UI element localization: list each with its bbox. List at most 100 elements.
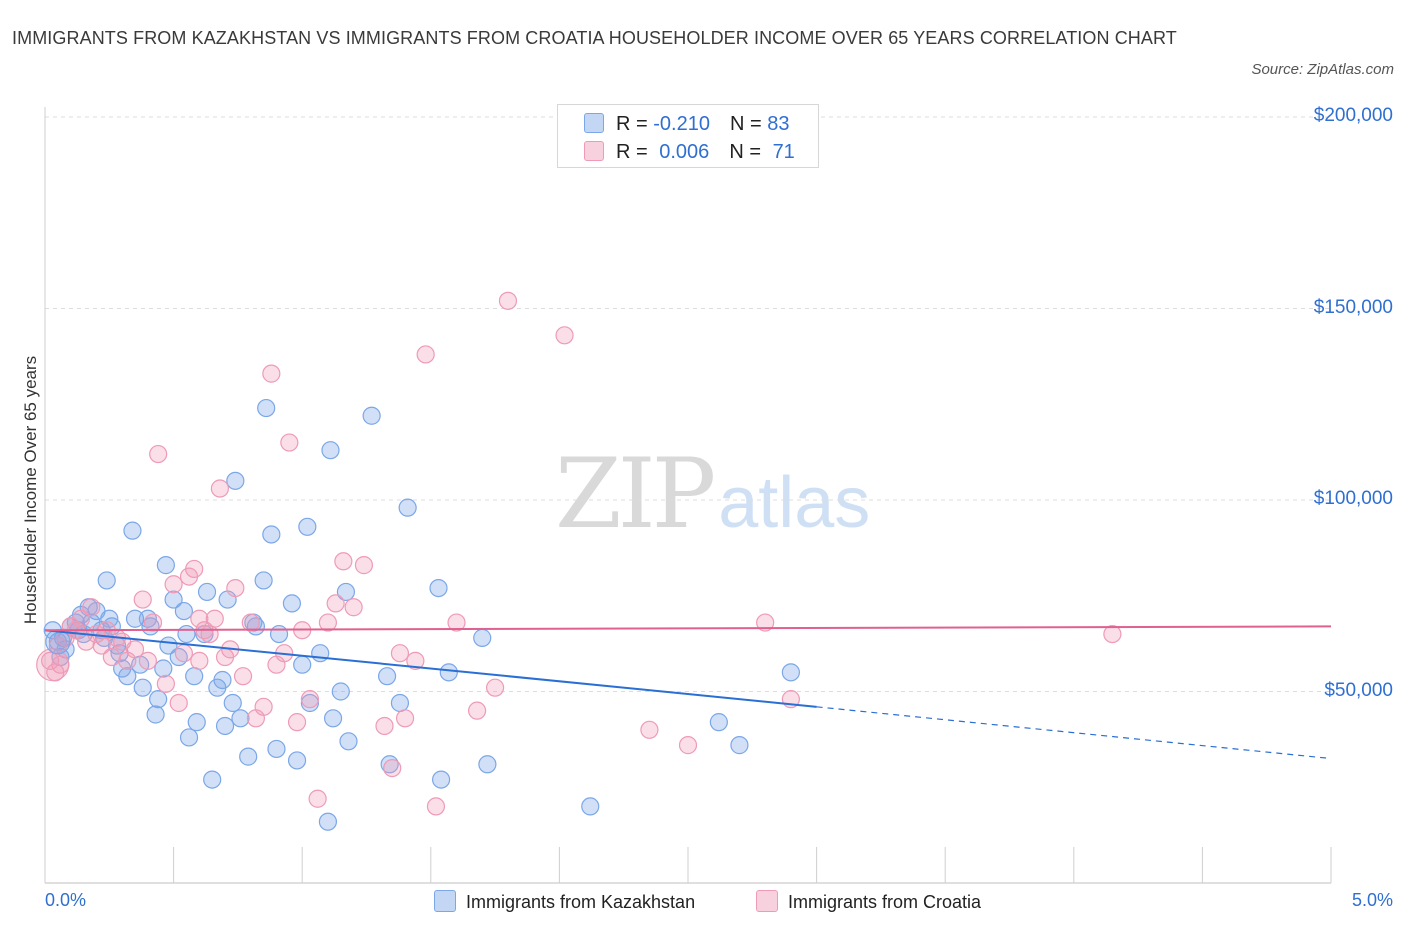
y-tick-label-0: $200,000 [1313, 105, 1393, 126]
x-tick-label-min: 0.0% [45, 890, 87, 910]
point-series0-64 [318, 812, 338, 831]
point-series1-50 [334, 552, 353, 571]
point-series0-83 [781, 663, 800, 682]
point-series1-67 [756, 613, 775, 632]
point-series1-70 [190, 609, 209, 628]
point-series1-61 [467, 701, 487, 720]
trend-line-extension-series0 [816, 706, 1332, 760]
point-series0-75 [429, 578, 448, 598]
legend-label-croatia: Immigrants from Croatia [788, 892, 982, 912]
y-tick-label-2: $100,000 [1313, 488, 1393, 509]
point-series0-58 [282, 594, 302, 613]
point-series0-55 [262, 525, 281, 544]
point-series0-35 [174, 601, 193, 621]
point-series0-21 [118, 667, 137, 686]
point-series1-7 [71, 609, 91, 628]
point-series0-63 [311, 644, 330, 663]
point-series0-30 [154, 659, 173, 678]
point-series1-57 [406, 651, 425, 670]
point-series0-25 [133, 678, 152, 697]
point-series0-38 [185, 667, 204, 686]
r-label: R = [616, 113, 654, 135]
croatia-legend-swatch [756, 890, 778, 913]
chart-source: Source: ZipAtlas.com [1251, 61, 1394, 78]
point-series1-52 [354, 556, 374, 575]
point-series0-50 [239, 747, 258, 766]
legend-item-kazakhstan[interactable]: Immigrants from Kazakhstan [434, 889, 695, 915]
point-series1-48 [318, 613, 338, 632]
point-series0-65 [321, 441, 340, 460]
y-tick-label-3: $50,000 [1324, 679, 1393, 701]
point-series1-22 [156, 674, 175, 693]
point-series1-40 [262, 364, 281, 383]
stats-legend-row-kazakhstan: R = -0.210 N = 83 [584, 111, 789, 137]
stats-legend: R = -0.210 N = 83 R = 0.006 N = 71 [557, 104, 819, 168]
y-tick-label-1: $150,000 [1313, 296, 1393, 318]
point-series1-46 [300, 690, 320, 709]
point-series0-42 [203, 770, 222, 789]
point-series1-53 [375, 716, 394, 736]
point-series0-23 [125, 609, 145, 628]
point-series0-78 [473, 628, 492, 647]
point-series1-60 [447, 613, 466, 632]
r-value-kazakhstan: -0.210 [653, 113, 710, 135]
point-series0-36 [177, 624, 196, 644]
point-series0-70 [362, 406, 381, 425]
point-series1-28 [190, 651, 209, 670]
point-series0-56 [267, 739, 286, 759]
point-series0-48 [226, 471, 245, 490]
point-series0-79 [478, 755, 497, 774]
point-series0-49 [231, 709, 250, 728]
point-series1-55 [390, 644, 410, 663]
point-series0-44 [213, 670, 232, 690]
point-series1-32 [210, 479, 229, 498]
r-label: R = [616, 141, 654, 163]
point-series0-37 [179, 728, 199, 747]
stats-legend-row-croatia: R = 0.006 N = 71 [584, 139, 795, 165]
kazakhstan-legend-swatch [434, 890, 456, 913]
point-series0-61 [298, 517, 317, 536]
point-series1-47 [308, 789, 327, 808]
legend-item-croatia[interactable]: Immigrants from Croatia [756, 889, 981, 915]
kazakhstan-swatch [584, 112, 604, 133]
chart-title: IMMIGRANTS FROM KAZAKHSTAN VS IMMIGRANTS… [12, 28, 1177, 48]
point-series1-51 [344, 598, 363, 617]
point-series1-44 [287, 713, 307, 732]
point-series0-28 [146, 705, 165, 724]
point-series0-69 [339, 732, 358, 751]
point-series0-22 [123, 521, 142, 540]
x-tick-label-max: 5.0% [1351, 890, 1393, 910]
point-series1-56 [395, 709, 415, 728]
point-series0-82 [730, 736, 749, 755]
point-series0-80 [581, 797, 600, 816]
point-series0-71 [377, 667, 397, 686]
n-label: N = [729, 113, 768, 135]
point-series0-76 [431, 770, 451, 789]
point-series1-64 [555, 326, 574, 345]
point-series0-73 [390, 693, 410, 713]
point-series1-24 [169, 693, 188, 713]
point-series0-31 [156, 556, 175, 575]
point-series1-13 [102, 647, 121, 667]
point-series1-43 [280, 433, 299, 452]
point-series1-31 [205, 609, 224, 628]
point-series1-59 [426, 797, 446, 816]
point-series1-54 [383, 758, 402, 778]
point-series0-59 [287, 751, 307, 770]
point-series0-39 [187, 713, 206, 732]
point-series0-74 [398, 498, 417, 517]
point-series1-20 [143, 613, 163, 632]
n-value-kazakhstan: 83 [767, 113, 790, 135]
point-series1-62 [486, 678, 505, 697]
point-series0-29 [149, 690, 168, 709]
point-series1-17 [125, 640, 145, 659]
r-value-croatia: 0.006 [659, 141, 710, 163]
point-series0-47 [223, 693, 242, 713]
point-series1-18 [133, 590, 152, 609]
point-series0-60 [293, 655, 312, 674]
point-series1-27 [185, 559, 204, 579]
point-series1-37 [241, 613, 260, 632]
legend-label-kazakhstan: Immigrants from Kazakhstan [466, 892, 696, 912]
point-series1-36 [233, 667, 253, 686]
